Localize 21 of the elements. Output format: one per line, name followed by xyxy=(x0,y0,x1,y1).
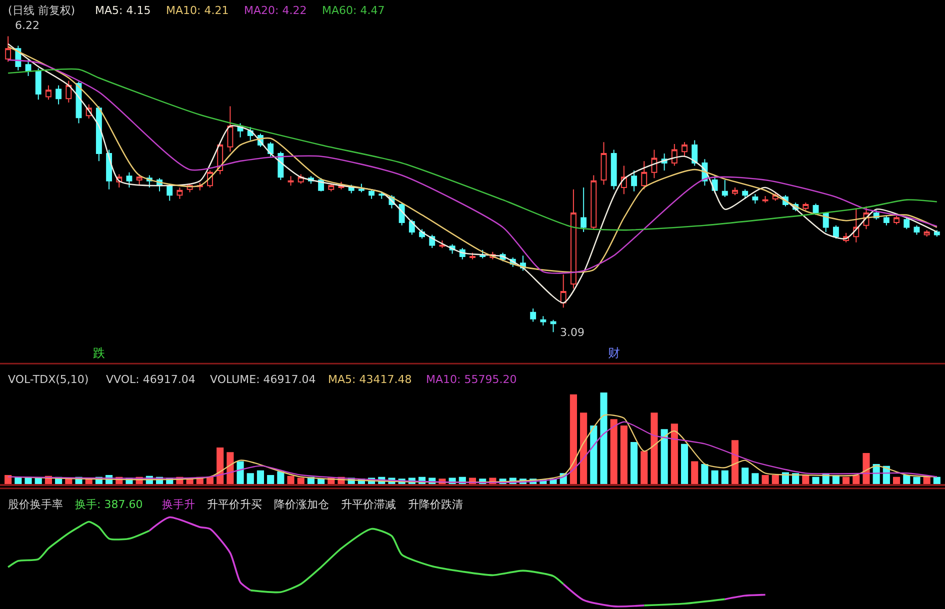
text: VOLUME: 46917.04 xyxy=(210,373,316,386)
text: MA10: 55795.20 xyxy=(426,373,517,386)
text: 6.22 xyxy=(15,19,40,32)
text: 降价涨加仓 xyxy=(274,498,329,511)
text: MA60: 4.47 xyxy=(322,4,385,17)
text: MA5: 4.15 xyxy=(95,4,151,17)
chart-title: VOL-TDX(5,10) xyxy=(8,373,89,386)
text: VVOL: 46917.04 xyxy=(106,373,196,386)
text: 升平价滞减 xyxy=(341,498,396,511)
text: 财 xyxy=(608,346,620,360)
text: 升平价升买 xyxy=(207,498,262,511)
annotation: 3.09 xyxy=(560,326,584,339)
text: 跌 xyxy=(93,346,105,360)
text: MA5: 43417.48 xyxy=(328,373,412,386)
series-label: 换手升 xyxy=(162,498,195,511)
text: MA10: 4.21 xyxy=(166,4,229,17)
text: 升降价跌清 xyxy=(408,498,463,511)
chart-title: 股价换手率 xyxy=(8,498,63,511)
chart-title: (日线 前复权) xyxy=(8,4,76,17)
series-label: 换手: 387.60 xyxy=(75,498,143,511)
text: MA20: 4.22 xyxy=(244,4,307,17)
